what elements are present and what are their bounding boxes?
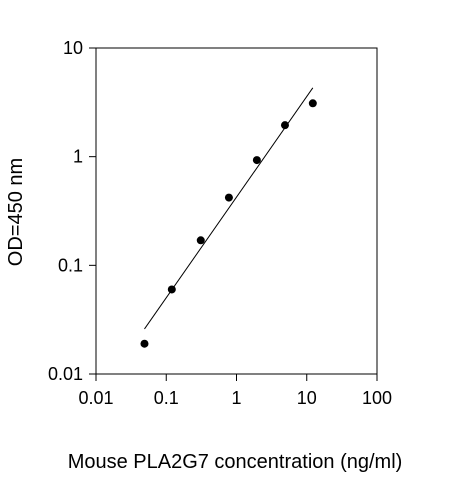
y-tick-label: 0.1	[58, 255, 83, 275]
x-axis-tick-labels: 0.01 0.1 1 10 100	[78, 388, 392, 408]
y-axis-ticks	[89, 47, 96, 375]
x-tick-label: 0.1	[154, 388, 179, 408]
y-tick-label: 0.01	[48, 364, 83, 384]
data-point	[280, 121, 289, 130]
x-tick-label: 100	[362, 388, 392, 408]
data-point	[308, 99, 317, 108]
y-tick-label: 1	[73, 147, 83, 167]
x-axis-ticks	[95, 374, 378, 381]
y-tick-label: 10	[63, 38, 83, 58]
data-point	[252, 156, 261, 165]
data-point	[224, 193, 233, 202]
data-point	[167, 285, 176, 294]
x-axis-label: Mouse PLA2G7 concentration (ng/ml)	[68, 451, 403, 473]
x-tick-label: 10	[297, 388, 317, 408]
data-point	[196, 236, 205, 245]
x-tick-label: 1	[231, 388, 241, 408]
plot-area-frame	[95, 47, 378, 375]
data-points	[140, 99, 317, 348]
y-axis-tick-labels: 0.01 0.1 1 10	[48, 38, 83, 384]
data-point	[140, 339, 149, 348]
x-tick-label: 0.01	[78, 388, 113, 408]
y-axis-label: OD=450 nm	[5, 158, 27, 266]
